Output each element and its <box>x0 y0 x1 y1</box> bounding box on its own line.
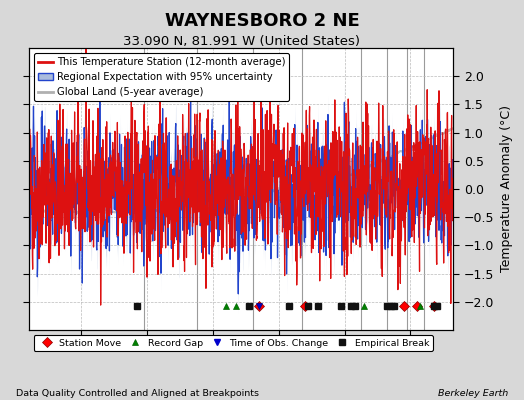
Title: 33.090 N, 81.991 W (United States): 33.090 N, 81.991 W (United States) <box>123 35 359 48</box>
Text: WAYNESBORO 2 NE: WAYNESBORO 2 NE <box>165 12 359 30</box>
Y-axis label: Temperature Anomaly (°C): Temperature Anomaly (°C) <box>500 106 512 272</box>
Text: Data Quality Controlled and Aligned at Breakpoints: Data Quality Controlled and Aligned at B… <box>16 389 259 398</box>
Legend: Station Move, Record Gap, Time of Obs. Change, Empirical Break: Station Move, Record Gap, Time of Obs. C… <box>34 335 433 351</box>
Text: Berkeley Earth: Berkeley Earth <box>438 389 508 398</box>
